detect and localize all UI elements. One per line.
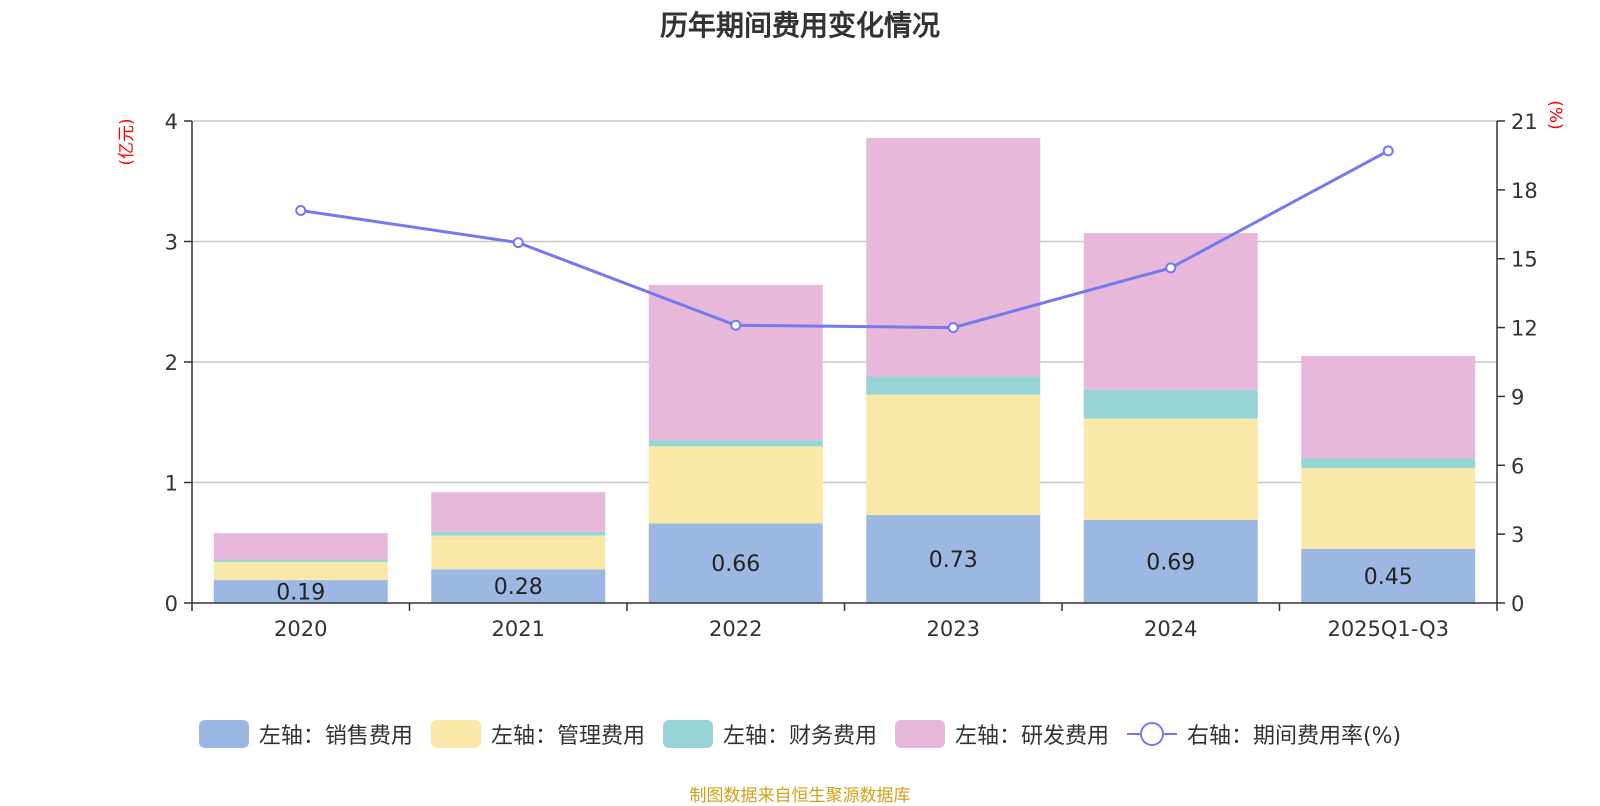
expense-rate-line: [300, 149, 1389, 330]
bar-data-label: 0.66: [711, 552, 760, 577]
legend: 左轴：销售费用 左轴：管理费用 左轴：财务费用 左轴：研发费用 右轴：期间费用率…: [0, 718, 1600, 750]
legend-label-expense-rate: 右轴：期间费用率(%): [1186, 724, 1402, 749]
expense-rate-point: [730, 319, 742, 331]
bar-series: 0.19 0.28 0.66 0.73 0.69 0.45: [213, 137, 1476, 606]
right-axis-tick-label: 12: [1511, 317, 1538, 341]
line-series: [295, 145, 1394, 334]
expense-rate-point: [512, 237, 524, 249]
x-axis-tick-label: 2024: [1144, 617, 1197, 641]
bar-data-label: 0.28: [494, 575, 543, 600]
legend-swatch-sales: [198, 720, 249, 748]
bar-segment: [431, 531, 606, 536]
x-axis-tick-label: 2025Q1-Q3: [1327, 617, 1449, 641]
bar-segment: [213, 533, 388, 560]
bar-data-label: 0.45: [1364, 565, 1413, 590]
bar-segment: [866, 137, 1041, 377]
x-axis-tick-label: 2023: [927, 617, 980, 641]
bar-segment: [648, 523, 823, 603]
legend-item-finance[interactable]: 左轴：财务费用: [662, 718, 877, 750]
right-axis-tick-label: 18: [1511, 179, 1538, 203]
legend-label-rnd: 左轴：研发费用: [954, 724, 1109, 749]
legend-label-finance: 左轴：财务费用: [722, 724, 877, 749]
left-axis-tick-label: 1: [165, 472, 178, 496]
bar-segment: [1083, 389, 1258, 419]
x-axis-tick-label: 2021: [492, 617, 545, 641]
right-axis-tick-label: 15: [1511, 248, 1538, 272]
bar-segment: [1301, 548, 1476, 603]
bar-segment: [1083, 233, 1258, 390]
bar-segment: [866, 376, 1041, 395]
expense-rate-point: [295, 205, 307, 217]
left-axis-tick-label: 4: [165, 110, 178, 134]
expense-rate-point: [947, 322, 959, 334]
bar-segment: [213, 580, 388, 603]
bar-segment: [431, 492, 606, 532]
legend-item-rnd[interactable]: 左轴：研发费用: [894, 718, 1109, 750]
bar-segment: [648, 284, 823, 441]
bar-segment: [431, 569, 606, 603]
bar-segment: [648, 440, 823, 447]
legend-swatch-admin: [430, 720, 481, 748]
bar-segment: [1083, 519, 1258, 603]
bar-segment: [1301, 468, 1476, 549]
data-source-note: 制图数据来自恒生聚源数据库: [689, 786, 911, 806]
x-axis-tick-label: 2020: [274, 617, 327, 641]
bar-data-label: 0.73: [929, 548, 978, 573]
bar-segment: [1083, 418, 1258, 520]
left-axis-tick-label: 0: [165, 592, 178, 616]
legend-item-admin[interactable]: 左轴：管理费用: [430, 718, 645, 750]
bar-segment: [648, 446, 823, 524]
right-axis-tick-label: 3: [1511, 523, 1524, 547]
bar-data-label: 0.69: [1146, 550, 1195, 575]
legend-label-admin: 左轴：管理费用: [490, 724, 645, 749]
bar-segment: [213, 559, 388, 563]
grid-lines: [192, 120, 1497, 484]
legend-swatch-rnd: [894, 720, 945, 748]
expense-rate-point: [1382, 145, 1394, 157]
bar-data-label: 0.19: [276, 581, 325, 606]
legend-swatch-finance: [662, 720, 713, 748]
chart-title: 历年期间费用变化情况: [659, 9, 940, 42]
right-axis-tick-label: 21: [1511, 110, 1538, 134]
legend-label-sales: 左轴：销售费用: [258, 724, 413, 749]
expense-rate-point: [1165, 262, 1177, 274]
bar-segment: [866, 394, 1041, 516]
legend-item-expense-rate[interactable]: 右轴：期间费用率(%): [1126, 718, 1402, 750]
bar-segment: [213, 562, 388, 581]
right-axis-tick-label: 0: [1511, 592, 1524, 616]
bar-segment: [866, 515, 1041, 603]
bar-segment: [431, 535, 606, 570]
bar-segment: [1301, 355, 1476, 459]
bar-segment: [1301, 458, 1476, 469]
right-axis-tick-label: 6: [1511, 454, 1524, 478]
legend-item-sales[interactable]: 左轴：销售费用: [198, 718, 413, 750]
right-axis-unit: (%): [1545, 100, 1565, 129]
left-axis-unit: (亿元): [117, 118, 137, 165]
legend-swatch-expense-rate: [1126, 720, 1177, 748]
x-axis-tick-label: 2022: [709, 617, 762, 641]
left-axis-tick-label: 2: [165, 351, 178, 375]
left-axis-tick-label: 3: [165, 231, 178, 255]
right-axis-tick-label: 9: [1511, 385, 1524, 409]
